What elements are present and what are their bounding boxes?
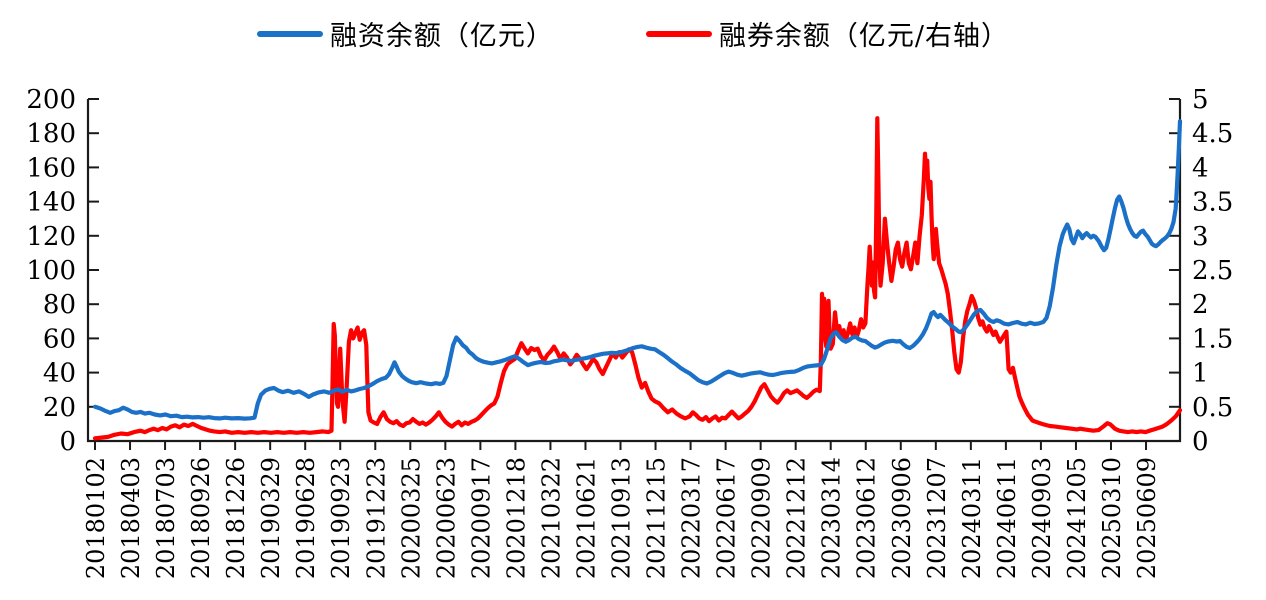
legend-item-securities-lending-balance: 融券余额（亿元/右轴） [645,14,1010,53]
x-axis-tick-label: 20230612 [853,457,881,579]
x-axis-tick-label: 20190329 [257,457,285,579]
x-axis-tick-label: 20180703 [152,457,180,579]
x-axis-tick-label: 20200917 [467,457,495,579]
x-axis-tick-label: 20221212 [783,457,811,579]
left-axis-tick-label: 180 [26,119,76,149]
x-axis-tick-label: 20210913 [608,457,636,579]
x-axis-tick-label: 20200623 [432,457,460,579]
right-axis-tick-label: 4 [1192,153,1209,183]
right-axis-tick-label: 5 [1192,85,1209,115]
left-axis-tick-label: 40 [43,359,76,389]
tick-marks [88,98,1180,450]
x-axis-tick-label: 20230906 [888,457,916,579]
right-axis-tick-label: 2.5 [1192,256,1233,286]
x-axis-tick-label: 20240611 [993,457,1021,579]
financing-line-swatch-icon [256,30,323,37]
left-axis-tick-label: 100 [26,256,76,286]
right-axis-tick-label: 0 [1192,427,1209,457]
financing-balance-line [92,119,1183,421]
chart-legend: 融资余额（亿元） 融券余额（亿元/右轴） [0,14,1266,53]
legend-item-financing-balance: 融资余额（亿元） [256,14,554,53]
x-axis-tick-label: 20180102 [82,457,110,579]
left-axis-tick-label: 60 [43,324,76,354]
right-axis-tick-label: 3 [1192,222,1209,252]
x-axis-tick-label: 20210322 [537,457,565,579]
x-axis-tick-label: 20250609 [1133,457,1161,579]
right-axis-tick-label: 1 [1192,359,1209,389]
x-axis-tick-label: 20240311 [958,457,986,579]
securities-lending-line-swatch-icon [645,30,712,37]
x-axis-tick-label: 20240903 [1028,457,1056,579]
x-axis-tick-label: 20220617 [713,457,741,579]
right-axis-tick-label: 4.5 [1192,119,1233,149]
x-axis-tick-label: 20241205 [1063,457,1091,579]
legend-label-securities-lending-balance: 融券余额（亿元/右轴） [718,21,1010,52]
left-axis-tick-label: 0 [59,427,76,457]
x-axis-tick-label: 20180926 [187,457,215,579]
left-axis-tick-label: 120 [26,222,76,252]
left-axis-tick-label: 80 [43,290,76,320]
x-axis-tick-label: 20250310 [1098,457,1126,579]
x-axis-tick-label: 20201218 [502,457,530,579]
securities-lending-balance-line [92,116,1183,441]
x-axis-tick-label: 20200325 [397,457,425,579]
left-axis-tick-label: 140 [26,188,76,218]
axis-labels: 0 20 40 60 80 100 120 140 160 180 200 0 0.5 1 1.5 2 2.5 3… [26,85,1233,579]
right-axis-tick-label: 1.5 [1192,324,1233,354]
x-axis-tick-label: 20230314 [818,457,846,579]
left-axis-tick-label: 200 [26,85,76,115]
x-axis-tick-label: 20181226 [222,457,250,579]
x-axis-tick-label: 20211215 [643,457,671,579]
x-axis-tick-label: 20180403 [117,457,145,579]
left-axis-tick-label: 160 [26,153,76,183]
x-axis-tick-label: 20191223 [362,457,390,579]
legend-label-financing-balance: 融资余额（亿元） [329,21,554,52]
right-axis-tick-label: 2 [1192,290,1209,320]
right-axis-tick-label: 0.5 [1192,393,1233,423]
x-axis-tick-label: 20190628 [292,457,320,579]
x-axis-tick-label: 20220909 [748,457,776,579]
left-axis-tick-label: 20 [43,393,76,423]
x-axis-tick-label: 20210621 [572,457,600,579]
x-axis-tick-label: 20220317 [678,457,706,579]
x-axis-tick-label: 20190923 [327,457,355,579]
right-axis-tick-label: 3.5 [1192,188,1233,218]
x-axis-tick-label: 20231207 [923,457,951,579]
